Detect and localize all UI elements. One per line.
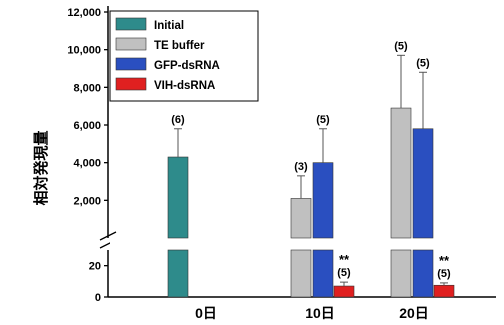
y-tick-label: 12,000 [67, 7, 101, 19]
bar-lower-segment [412, 249, 434, 298]
bar [312, 162, 334, 239]
significance-label: ** [439, 253, 450, 268]
legend-label: TE buffer [154, 40, 205, 52]
legend-label: Initial [154, 20, 184, 32]
y-tick-label: 8,000 [73, 82, 101, 94]
bar-lower-segment [312, 249, 334, 298]
y-tick-label: 6,000 [73, 120, 101, 132]
n-label: (6) [171, 114, 185, 126]
bar-lower-segment [290, 249, 312, 298]
bar [167, 156, 189, 239]
n-label: (3) [294, 161, 308, 173]
y-axis-label-group: 相対発現量 [32, 130, 50, 205]
x-tick-label: 10日 [305, 305, 335, 321]
y-tick-label: 10,000 [67, 45, 101, 57]
y-tick-label: 2,000 [73, 195, 101, 207]
legend-swatch [115, 17, 147, 31]
x-tick-label: 20日 [399, 305, 429, 321]
n-label: (5) [337, 267, 351, 279]
tick-labels: 12,000 10,000 8,000 6,000 4,000 2,000 20 0 0日 10日… [67, 7, 428, 321]
bar [390, 107, 412, 239]
y-axis-label: 相対発現量 [32, 130, 50, 205]
legend: Initial TE buffer GFP-dsRNA VIH-dsRNA [109, 10, 259, 102]
n-label: (5) [437, 268, 451, 280]
bars: (6)(3)(5)(5)(5)(5)**(5)** [167, 40, 455, 298]
axis-break-mark [99, 231, 117, 241]
legend-label: VIH-dsRNA [154, 80, 215, 92]
bar [412, 128, 434, 239]
legend-swatch [115, 57, 147, 71]
n-label: (5) [416, 57, 430, 69]
significance-label: ** [339, 252, 350, 267]
bar [290, 198, 312, 239]
y-tick-label: 20 [89, 261, 101, 273]
n-label: (5) [316, 114, 330, 126]
bar [433, 284, 455, 298]
legend-label: GFP-dsRNA [154, 60, 220, 72]
y-tick-label: 4,000 [73, 158, 101, 170]
y-tick-label: 0 [95, 292, 101, 304]
bar-lower-segment [167, 249, 189, 298]
axis-break-band [110, 239, 498, 249]
legend-swatch [115, 37, 147, 51]
n-label: (5) [394, 40, 408, 52]
bar [333, 285, 355, 298]
legend-swatch [115, 77, 147, 91]
x-tick-label: 0日 [195, 305, 217, 321]
bar-lower-segment [390, 249, 412, 298]
